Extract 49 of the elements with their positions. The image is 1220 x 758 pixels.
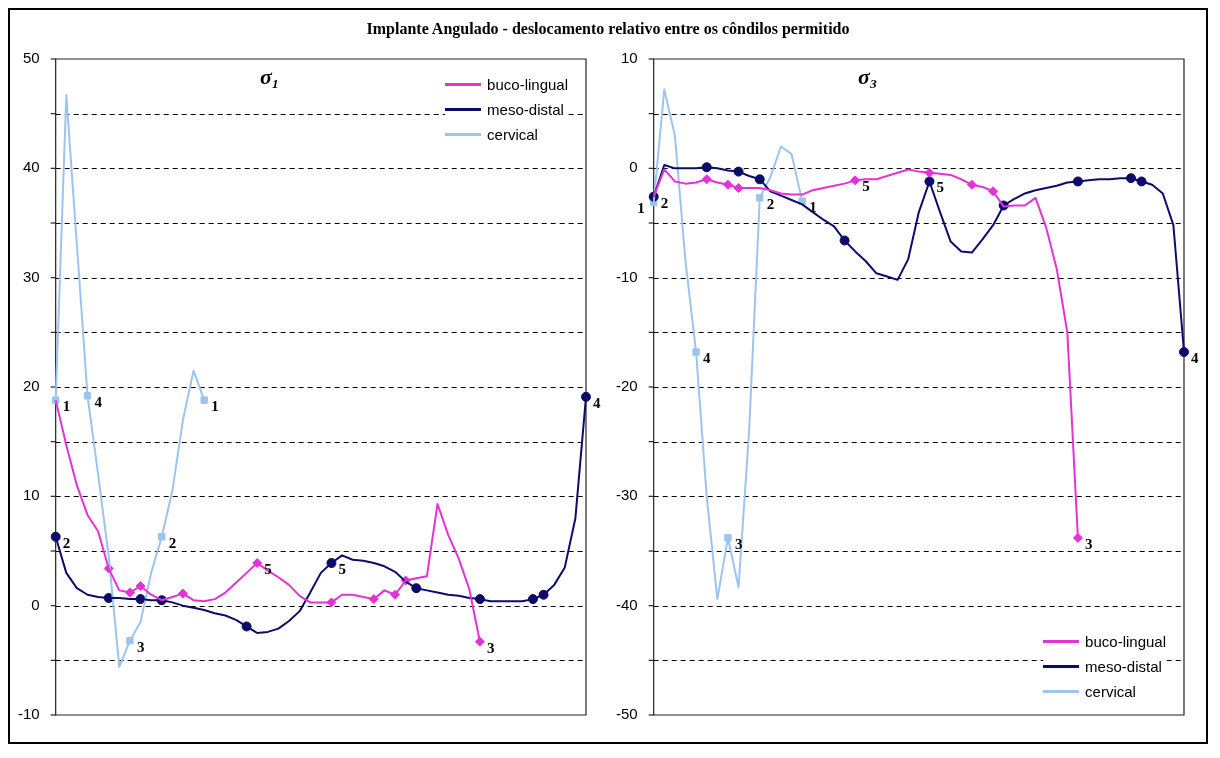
y-tick-label: -40 (615, 595, 638, 613)
point (581, 391, 591, 402)
y-tick-label: 0 (31, 595, 40, 613)
series-label: 3 (734, 535, 743, 552)
legend-label: cervical (1085, 682, 1136, 702)
series-label: 1 (62, 397, 71, 414)
point (200, 396, 208, 404)
y-tick-label: -10 (17, 705, 40, 723)
chart-title: Implante Angulado - deslocamento relativo entre os côndilos permitido (365, 19, 851, 40)
y-tick-label: -10 (615, 267, 638, 285)
point (724, 534, 732, 542)
series-label: 2 (62, 534, 71, 551)
chart-subtitle: σ₁ (260, 64, 280, 90)
legend-label: meso-distal (487, 100, 564, 120)
legend-label: buco-lingual (487, 75, 568, 95)
y-tick-label: 40 (22, 158, 40, 176)
series-label: 3 (486, 639, 495, 656)
point (1072, 532, 1083, 543)
y-tick-label: 10 (620, 49, 638, 67)
series-label: 5 (862, 178, 870, 195)
y-tick-label: -20 (615, 377, 638, 395)
series-label: 5 (936, 179, 944, 196)
series-label: 3 (1084, 535, 1093, 552)
y-tick-label: 30 (22, 267, 40, 285)
legend-label: buco-lingual (1085, 632, 1166, 652)
y-tick-label: 50 (22, 49, 40, 67)
legend-label: meso-distal (1085, 657, 1162, 677)
series-label: 4 (1191, 349, 1199, 366)
point (50, 531, 61, 542)
series-label: 2 (766, 195, 775, 212)
series-label: 2 (660, 194, 669, 211)
y-tick-label: 0 (629, 158, 638, 176)
series-label: 1 (211, 397, 219, 414)
chart-subtitle: σ₃ (858, 64, 878, 90)
y-tick-label: -30 (615, 486, 638, 504)
series-label: 1 (637, 200, 645, 217)
series-label: 4 (703, 349, 712, 366)
point (1179, 347, 1189, 358)
series-label: 2 (168, 534, 177, 551)
y-tick-label: -50 (615, 705, 638, 723)
series-label: 4 (94, 393, 103, 410)
legend-label: cervical (487, 125, 538, 145)
series-label: 4 (593, 394, 601, 411)
y-tick-label: 20 (22, 377, 40, 395)
point (692, 348, 700, 356)
y-tick-label: 10 (22, 486, 40, 504)
series-label: 5 (338, 560, 346, 577)
point (474, 636, 485, 647)
series-label: 3 (136, 638, 145, 655)
